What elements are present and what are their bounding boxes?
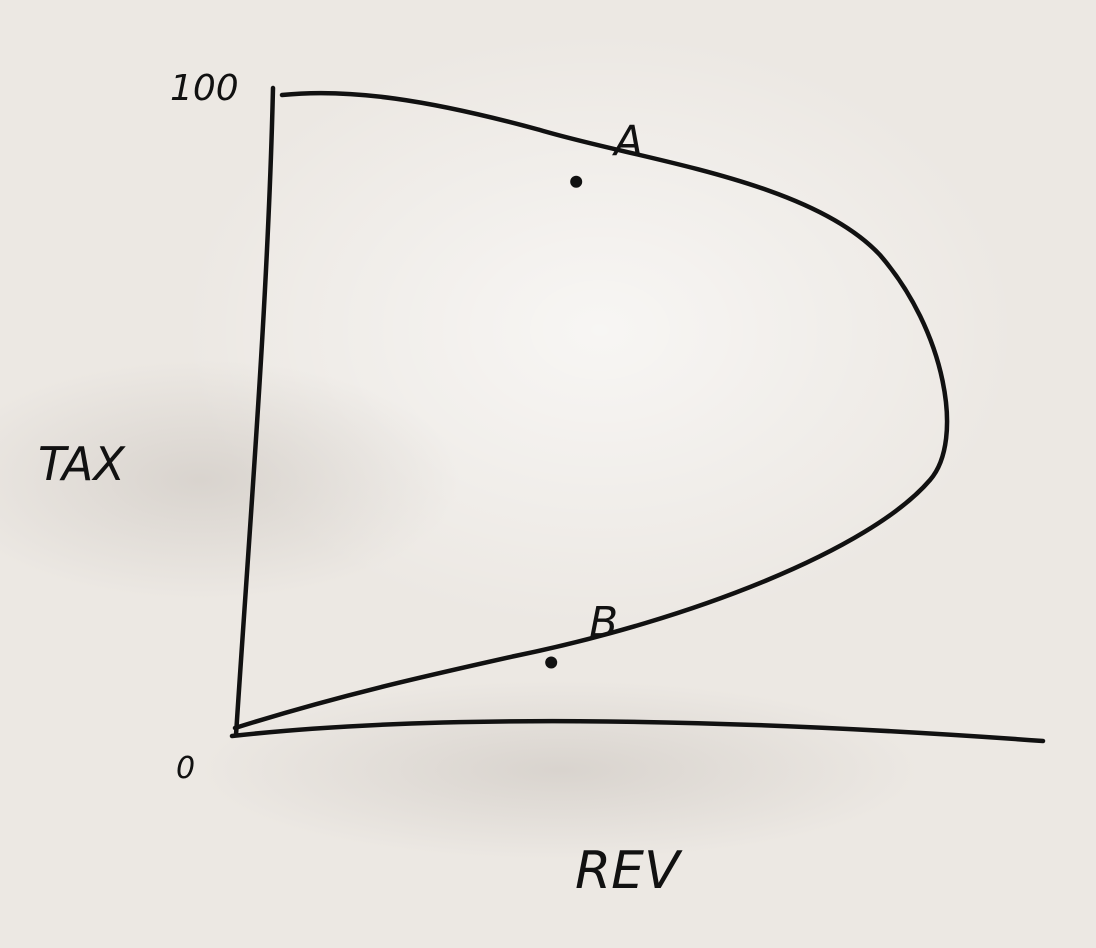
laffer-curve: [232, 90, 950, 731]
point-b-label: B: [589, 597, 618, 646]
point-b-marker: [545, 656, 558, 669]
y-tick-100: 100: [170, 68, 239, 109]
y-axis-label: TAX: [38, 437, 126, 491]
x-axis-label: REV: [575, 841, 683, 901]
y-axis-line: [233, 85, 276, 738]
point-a-marker: [570, 175, 583, 188]
paper-shadow-left: [0, 360, 460, 600]
y-tick-0: 0: [176, 751, 195, 786]
point-a-label: A: [611, 117, 643, 166]
data-points: AB: [545, 117, 643, 669]
x-axis-line: [229, 718, 1046, 744]
